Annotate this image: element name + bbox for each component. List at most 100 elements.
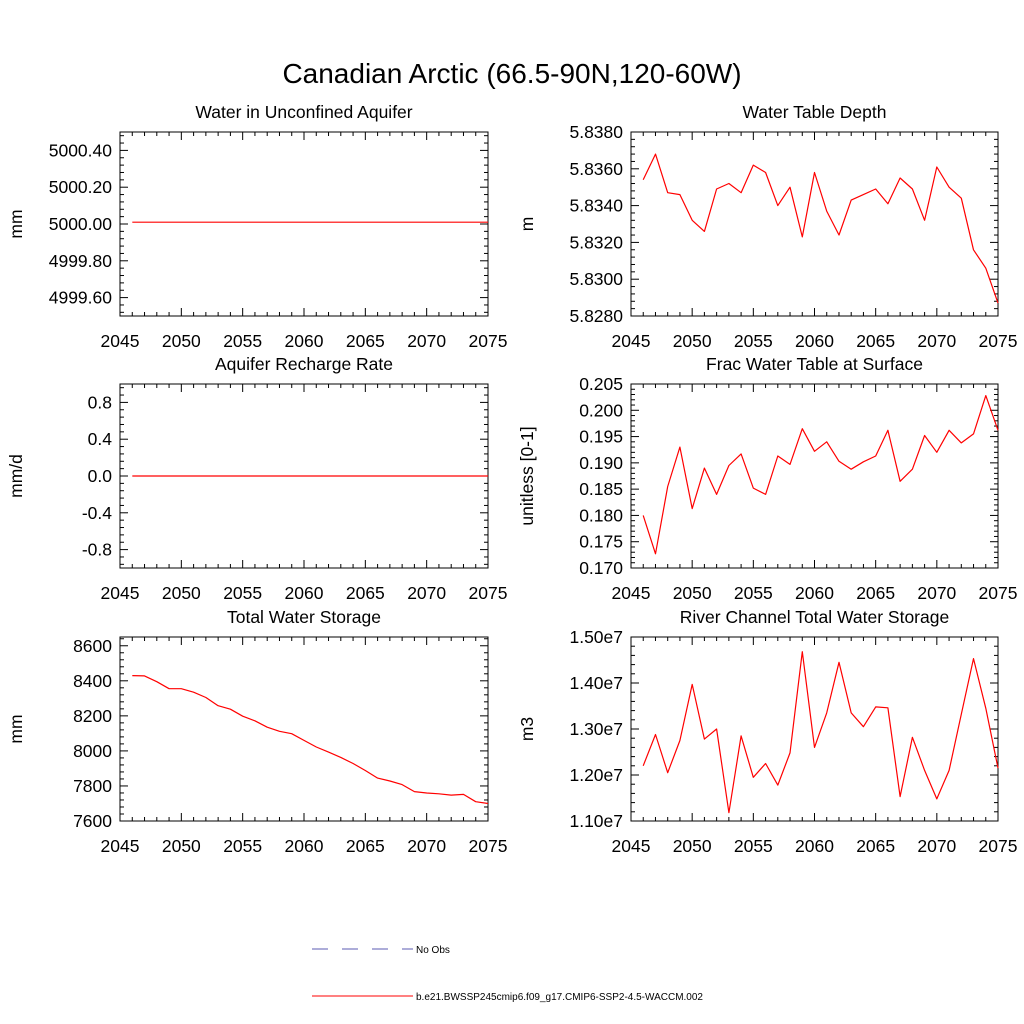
y-tick-label: 0.8 [88,392,112,412]
x-tick-label: 2045 [101,331,140,351]
x-tick-label: 2075 [979,583,1018,603]
y-tick-label: 5.8340 [569,196,623,216]
x-tick-label: 2065 [856,583,895,603]
x-tick-label: 2055 [734,583,773,603]
x-tick-label: 2065 [346,331,385,351]
y-tick-label: 8200 [73,706,112,726]
x-tick-label: 2055 [734,331,773,351]
ticks [630,383,999,569]
y-tick-label: 8600 [73,636,112,656]
x-tick-label: 2070 [407,836,446,856]
y-tick-label: 5000.00 [49,214,113,234]
x-tick-label: 2055 [223,583,262,603]
x-tick-label: 2075 [979,331,1018,351]
y-axis-label: m3 [517,717,537,741]
y-tick-label: 8000 [73,741,112,761]
ticks [630,131,999,317]
y-axis-label: mm [6,714,26,743]
panel-2: Water Table Depth m 2045 2050 2055 2060 2065 20… [517,102,1017,351]
y-axis-label: mm [6,209,26,238]
x-tick-label: 2055 [734,836,773,856]
series-line-1 [642,153,999,304]
y-tick-label: 0.195 [579,427,623,447]
y-tick-label: 5.8380 [569,122,623,142]
x-tick-label: 2050 [162,583,201,603]
y-tick-label: 1.30e7 [569,719,623,739]
y-tick-label: 0.200 [579,400,623,420]
x-tick-label: 2045 [612,331,651,351]
y-tick-label: 5000.40 [49,140,113,160]
panel-title: Water in Unconfined Aquifer [195,102,412,122]
plot-frame [630,131,999,317]
x-tick-label: 2075 [469,583,508,603]
y-tick-label: 5000.20 [49,177,113,197]
y-tick-label: 1.50e7 [569,627,623,647]
x-tick-label: 2075 [979,836,1018,856]
panels: Water in Unconfined Aquifer mm 2045 2050 205… [6,102,1017,856]
x-tick-label: 2050 [162,331,201,351]
x-tick-label: 2065 [856,836,895,856]
x-tick-label: 2060 [285,836,324,856]
x-tick-label: 2060 [285,583,324,603]
panel-4: Frac Water Table at Surface unitless [0-1… [517,354,1017,603]
y-tick-label: 0.190 [579,453,623,473]
ticks [119,132,489,316]
y-tick-label: 4999.80 [49,251,113,271]
y-tick-label: 0.0 [88,466,113,486]
y-tick-label: -0.4 [82,503,112,523]
x-tick-label: 2050 [673,331,712,351]
panel-6: River Channel Total Water Storage m3 2045 2… [517,607,1017,856]
ticks [119,384,489,568]
x-tick-label: 2045 [101,836,140,856]
x-tick-label: 2055 [223,836,262,856]
x-tick-label: 2045 [101,583,140,603]
panel-title: Aquifer Recharge Rate [215,354,393,374]
x-tick-label: 2060 [795,331,834,351]
y-tick-label: 0.170 [579,558,623,578]
panel-3: Aquifer Recharge Rate mm/d 2045 2050 2055 206… [6,354,507,603]
x-tick-label: 2050 [162,836,201,856]
y-tick-label: 1.20e7 [569,765,623,785]
legend-label-1: No Obs [416,945,450,956]
y-axis-label: m [517,217,537,232]
x-tick-label: 2070 [407,331,446,351]
x-tick-label: 2050 [673,836,712,856]
ticks [630,636,999,822]
x-tick-label: 2065 [346,836,385,856]
plot-frame [630,636,999,822]
x-tick-label: 2070 [917,331,956,351]
series-line-1 [642,395,999,555]
series-line-1 [642,651,999,814]
y-tick-label: 5.8300 [569,269,623,289]
y-tick-label: -0.8 [82,540,112,560]
x-tick-label: 2065 [346,583,385,603]
y-tick-label: 5.8360 [569,159,623,179]
x-tick-label: 2060 [285,331,324,351]
y-axis-label: mm/d [6,454,26,498]
x-tick-label: 2045 [612,583,651,603]
panel-title: Frac Water Table at Surface [706,354,923,374]
x-tick-label: 2045 [612,836,651,856]
panel-5: Total Water Storage mm 2045 2050 2055 2060 206… [6,607,507,856]
y-tick-label: 8400 [73,671,112,691]
y-tick-label: 1.40e7 [569,673,623,693]
y-tick-label: 7600 [73,811,112,831]
x-tick-label: 2060 [795,583,834,603]
y-tick-label: 1.10e7 [569,811,623,831]
panel-title: River Channel Total Water Storage [680,607,949,627]
y-tick-label: 5.8280 [569,306,623,326]
legend: No Obs b.e21.BWSSP245cmip6.f09_g17.CMIP6-… [312,945,703,1003]
y-tick-label: 0.175 [579,532,623,552]
x-tick-label: 2070 [917,836,956,856]
x-tick-label: 2060 [795,836,834,856]
y-axis-label: unitless [0-1] [517,426,537,525]
plot-frame [119,131,489,317]
x-tick-label: 2050 [673,583,712,603]
y-tick-label: 5.8320 [569,232,623,252]
x-tick-label: 2065 [856,331,895,351]
y-tick-label: 0.4 [88,429,113,449]
y-tick-label: 4999.60 [49,288,113,308]
x-tick-label: 2075 [469,836,508,856]
y-tick-label: 0.185 [579,479,623,499]
